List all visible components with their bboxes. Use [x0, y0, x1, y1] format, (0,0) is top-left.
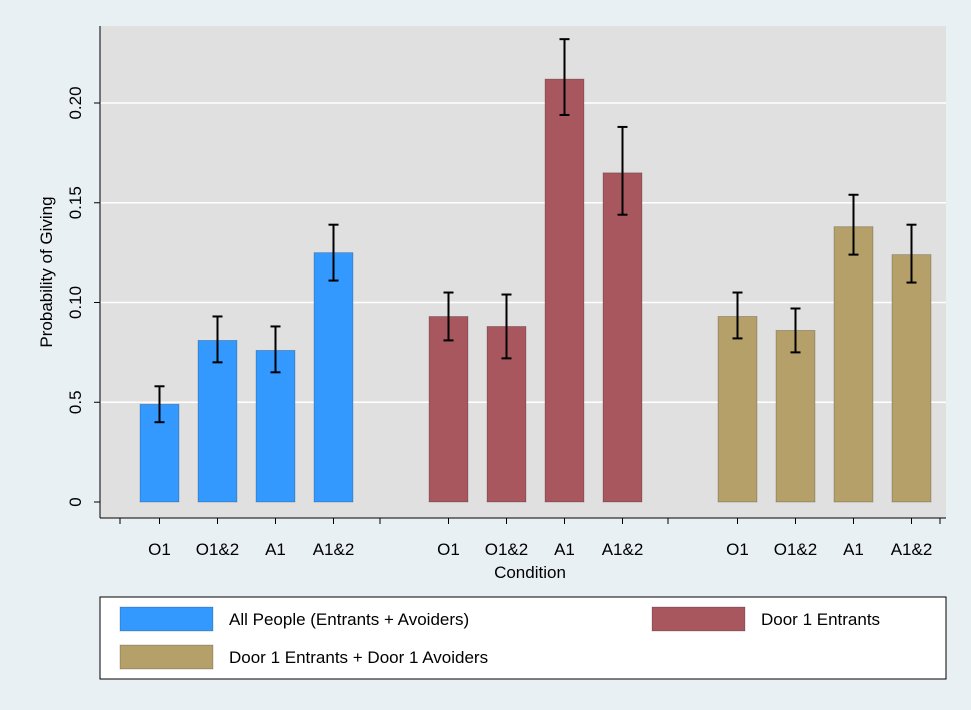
x-tick-label: A1: [554, 540, 575, 559]
bar: [891, 254, 932, 503]
y-tick-label: 0: [66, 497, 85, 506]
x-tick-label: O1&2: [196, 540, 239, 559]
x-tick-label: A1: [265, 540, 286, 559]
x-tick-label: A1: [843, 540, 864, 559]
legend-swatch: [119, 606, 214, 632]
x-axis-title: Condition: [494, 563, 566, 582]
y-tick-label: 0.20: [66, 86, 85, 119]
x-tick-label: O1: [148, 540, 171, 559]
y-tick-label: 0.15: [66, 186, 85, 219]
x-tick-label: O1: [437, 540, 460, 559]
legend-label: Door 1 Entrants: [761, 610, 880, 629]
bar: [544, 78, 585, 503]
bar: [833, 226, 874, 503]
x-tick-label: O1&2: [485, 540, 528, 559]
x-tick-label: A1&2: [313, 540, 355, 559]
legend-label: Door 1 Entrants + Door 1 Avoiders: [229, 648, 488, 667]
x-tick-label: A1&2: [602, 540, 644, 559]
y-tick-label: 0.10: [66, 286, 85, 319]
bar: [428, 316, 469, 503]
legend-label: All People (Entrants + Avoiders): [229, 610, 469, 629]
bar: [197, 340, 238, 503]
x-tick-label: O1: [726, 540, 749, 559]
y-tick-label: 0.5: [66, 390, 85, 414]
bar: [717, 316, 758, 503]
legend-swatch: [119, 644, 214, 670]
y-axis-title: Probability of Giving: [37, 196, 56, 347]
bar: [255, 349, 296, 503]
legend-box: [99, 596, 947, 680]
x-tick-label: O1&2: [774, 540, 817, 559]
x-tick-label: A1&2: [891, 540, 933, 559]
bar: [775, 330, 816, 503]
legend-swatch: [651, 606, 746, 632]
bar: [313, 252, 354, 503]
bar: [602, 172, 643, 503]
